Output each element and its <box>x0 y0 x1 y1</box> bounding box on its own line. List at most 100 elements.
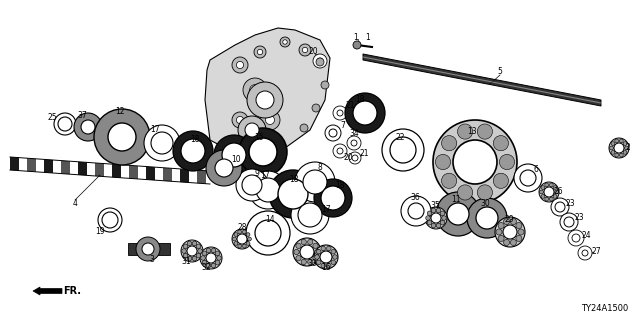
Circle shape <box>431 213 441 223</box>
Circle shape <box>300 124 308 132</box>
Circle shape <box>431 223 436 228</box>
Text: 18: 18 <box>355 94 365 103</box>
Circle shape <box>187 246 197 256</box>
Circle shape <box>301 259 307 265</box>
Text: 20: 20 <box>343 154 353 163</box>
Circle shape <box>181 139 205 163</box>
Circle shape <box>408 203 424 219</box>
Circle shape <box>337 148 343 154</box>
Circle shape <box>202 251 207 256</box>
Text: 24: 24 <box>581 231 591 241</box>
Circle shape <box>302 47 308 53</box>
Circle shape <box>238 244 241 248</box>
Circle shape <box>238 230 241 234</box>
Text: 23: 23 <box>574 213 584 222</box>
Text: 14: 14 <box>265 215 275 225</box>
Text: 18: 18 <box>335 181 345 190</box>
Circle shape <box>260 110 280 130</box>
Circle shape <box>196 253 201 258</box>
Circle shape <box>504 219 509 225</box>
Text: 9: 9 <box>255 169 259 178</box>
Circle shape <box>183 244 188 249</box>
Circle shape <box>181 240 203 262</box>
Circle shape <box>345 93 385 133</box>
Circle shape <box>234 242 238 245</box>
Circle shape <box>553 186 557 189</box>
Circle shape <box>477 124 493 139</box>
Circle shape <box>440 220 445 225</box>
Circle shape <box>313 54 327 68</box>
Circle shape <box>314 245 338 269</box>
Circle shape <box>549 197 553 201</box>
Circle shape <box>382 129 424 171</box>
Polygon shape <box>146 167 155 180</box>
Circle shape <box>493 136 509 151</box>
Circle shape <box>291 196 329 234</box>
Circle shape <box>74 113 102 141</box>
Circle shape <box>333 255 337 259</box>
Circle shape <box>313 255 318 261</box>
Circle shape <box>315 249 320 255</box>
Circle shape <box>428 220 432 225</box>
Text: 16: 16 <box>321 263 331 273</box>
FancyArrow shape <box>33 287 62 295</box>
Circle shape <box>544 187 554 197</box>
Circle shape <box>353 41 361 49</box>
Circle shape <box>246 233 250 236</box>
Circle shape <box>236 61 244 68</box>
Circle shape <box>173 131 213 171</box>
Text: 21: 21 <box>345 101 355 110</box>
Circle shape <box>249 171 287 209</box>
Circle shape <box>516 236 522 242</box>
Text: 18: 18 <box>190 135 200 145</box>
Circle shape <box>198 249 202 253</box>
Circle shape <box>315 255 319 259</box>
Polygon shape <box>10 157 19 171</box>
Text: 7: 7 <box>340 122 346 131</box>
Text: 11: 11 <box>451 196 461 204</box>
Circle shape <box>539 182 559 202</box>
Circle shape <box>254 46 266 58</box>
Circle shape <box>232 229 252 249</box>
Circle shape <box>495 217 525 247</box>
Circle shape <box>347 136 361 150</box>
Text: 31: 31 <box>181 258 191 267</box>
Circle shape <box>243 244 246 248</box>
Circle shape <box>317 58 323 64</box>
Circle shape <box>144 125 180 161</box>
Circle shape <box>313 243 318 249</box>
Circle shape <box>351 140 357 146</box>
Circle shape <box>390 137 416 163</box>
Circle shape <box>256 91 274 109</box>
Circle shape <box>425 207 447 229</box>
Circle shape <box>510 219 516 225</box>
Circle shape <box>183 253 188 258</box>
Circle shape <box>611 142 615 146</box>
Circle shape <box>232 237 236 241</box>
Circle shape <box>266 116 275 124</box>
Circle shape <box>349 152 361 164</box>
Text: FR.: FR. <box>63 286 81 296</box>
Circle shape <box>582 250 588 256</box>
Circle shape <box>299 44 311 56</box>
Text: 13: 13 <box>467 127 477 137</box>
Circle shape <box>201 256 205 260</box>
Circle shape <box>331 249 335 254</box>
Circle shape <box>303 170 327 194</box>
Polygon shape <box>27 158 36 172</box>
Circle shape <box>94 109 150 165</box>
Circle shape <box>353 101 377 125</box>
Polygon shape <box>205 28 330 152</box>
Circle shape <box>518 229 524 235</box>
Circle shape <box>551 198 569 216</box>
Circle shape <box>232 112 248 128</box>
Text: 1: 1 <box>365 33 371 42</box>
Circle shape <box>98 208 122 232</box>
Circle shape <box>206 263 211 268</box>
Circle shape <box>321 263 326 268</box>
Circle shape <box>435 155 451 170</box>
Circle shape <box>222 143 246 167</box>
Text: 17: 17 <box>150 125 160 134</box>
Text: 19: 19 <box>95 227 105 236</box>
Circle shape <box>243 78 267 102</box>
